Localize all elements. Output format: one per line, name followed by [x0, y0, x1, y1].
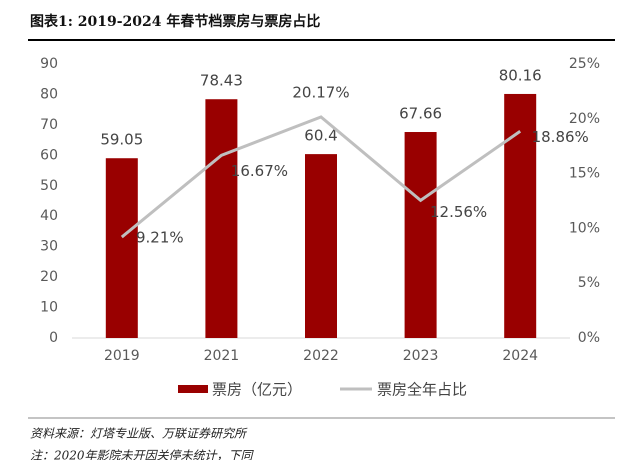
line-value-label: 20.17%	[292, 83, 349, 101]
y-tick-label: 60	[40, 147, 58, 163]
y2-tick-label: 20%	[569, 111, 600, 127]
bar	[305, 154, 337, 338]
bar-value-label: 59.05	[100, 131, 143, 149]
y-tick-label: 20	[40, 269, 58, 285]
y-tick-label: 70	[40, 117, 58, 133]
y2-tick-label: 0%	[578, 330, 600, 346]
x-tick-label: 2021	[204, 348, 240, 364]
bar	[404, 132, 437, 338]
y-tick-label: 40	[40, 208, 58, 224]
x-tick-label: 2024	[502, 348, 538, 364]
x-tick-label: 2022	[303, 348, 339, 364]
line-value-label: 18.86%	[532, 128, 589, 146]
line	[120, 115, 522, 239]
y-tick-label: 90	[40, 56, 58, 72]
bar-value-label: 67.66	[399, 105, 442, 123]
y2-tick-label: 15%	[569, 166, 600, 182]
y2-tick-label: 10%	[569, 220, 600, 236]
legend-label: 票房（亿元）	[212, 381, 302, 399]
line-value-label: 9.21%	[136, 229, 184, 247]
bar-value-label: 80.16	[499, 66, 542, 84]
line-value-label: 16.67%	[231, 162, 288, 180]
legend-swatch	[178, 385, 208, 393]
bar	[105, 158, 138, 338]
bar-value-label: 78.43	[200, 72, 243, 90]
y2-tick-label: 25%	[569, 56, 600, 72]
x-tick-label: 2019	[104, 348, 140, 364]
note: 注：2020年影院未开因关停未统计，下同	[30, 449, 255, 460]
chart-title: 图表1: 2019-2024 年春节档票房与票房占比	[30, 13, 320, 30]
bar-value-label: 60.4	[304, 127, 337, 145]
legend-label: 票房全年占比	[377, 381, 467, 399]
y-tick-label: 50	[40, 178, 58, 194]
y-tick-label: 30	[40, 239, 58, 255]
y-tick-label: 0	[49, 330, 58, 346]
x-tick-label: 2023	[403, 348, 439, 364]
bar	[205, 99, 238, 339]
y2-tick-label: 5%	[578, 275, 600, 291]
y-tick-label: 10	[40, 300, 58, 316]
y-tick-label: 80	[40, 86, 58, 102]
line-value-label: 12.56%	[430, 203, 487, 221]
bar	[504, 93, 537, 338]
source: 资料来源：灯塔专业版、万联证券研究所	[30, 427, 248, 441]
